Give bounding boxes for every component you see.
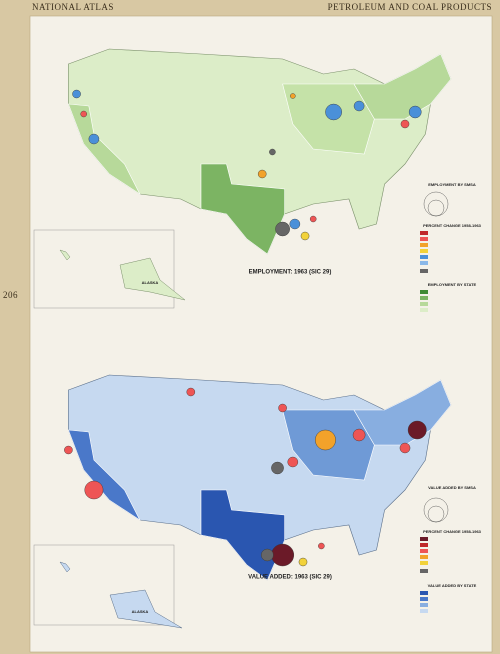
symbol [257,169,267,179]
shape [420,269,428,273]
symbol [408,105,422,119]
legend-title: EMPLOYMENT BY SMSA [428,182,476,187]
header-right: PETROLEUM AND COAL PRODUCTS [328,2,492,12]
shape [420,603,428,607]
shape [72,89,422,241]
symbol [300,231,310,241]
symbol [278,403,287,413]
symbol [271,461,284,475]
shape [420,237,428,241]
inset-alaska-1: ALASKA [33,229,186,309]
shape [420,243,428,247]
legend-title: VALUE ADDED BY SMSA [428,485,476,490]
shape [59,249,71,261]
shape [109,589,183,629]
symbol [298,557,308,567]
shape [420,249,428,253]
inset-label: ALASKA [142,280,159,285]
legend-title: VALUE ADDED BY STATE [428,583,477,588]
shape [420,549,428,553]
symbol [315,429,336,451]
symbol [186,387,196,397]
shape [33,544,175,626]
legend-title: PERCENT CHANGE 1958-1963 [423,223,482,228]
symbol [427,199,445,217]
shape [33,229,175,309]
shape [119,257,186,301]
symbol [275,221,290,237]
symbol [260,548,274,562]
shape [420,231,428,235]
symbol [352,428,366,442]
shape [420,308,428,312]
shape [420,302,428,306]
map-title: VALUE ADDED: 1963 (SIC 29) [248,575,332,581]
symbol [64,445,73,455]
symbol [353,100,365,112]
symbol [407,420,427,440]
employment-map [67,48,452,255]
shape [420,537,428,541]
shape [420,543,428,547]
value-added-map [64,374,452,581]
shape [420,255,428,259]
header-left: NATIONAL ATLAS [32,2,114,12]
inset-alaska-2: ALASKA [33,544,183,629]
shape [420,261,428,265]
legend-2: VALUE ADDED BY SMSA PERCENT CHANGE 1958-… [420,485,482,613]
shape [420,597,428,601]
shape [64,387,427,567]
symbol [290,93,296,99]
shape [59,561,71,573]
symbol [399,442,411,454]
shape [420,569,428,573]
symbol [309,215,317,223]
symbol [88,133,100,145]
symbol [80,110,87,118]
shape [420,609,428,613]
symbol [84,480,104,500]
map-title: EMPLOYMENT: 1963 (SIC 29) [249,270,332,276]
symbol [427,505,445,523]
symbol [325,103,342,121]
legend-1: EMPLOYMENT BY SMSA PERCENT CHANGE 1958-1… [420,182,482,312]
legend-title: EMPLOYMENT BY STATE [428,282,477,287]
symbol [271,543,295,567]
symbol [287,456,299,468]
symbol [269,148,276,156]
shape [420,561,428,565]
legend-title: PERCENT CHANGE 1958-1963 [423,529,482,534]
symbol [318,542,325,550]
shape [420,555,428,559]
symbol [289,218,301,230]
symbol [72,89,81,99]
shape [420,296,428,300]
shape [420,290,428,294]
symbol [400,119,410,129]
shape [420,591,428,595]
page-number: 206 [3,290,18,300]
inset-label: ALASKA [132,609,149,614]
